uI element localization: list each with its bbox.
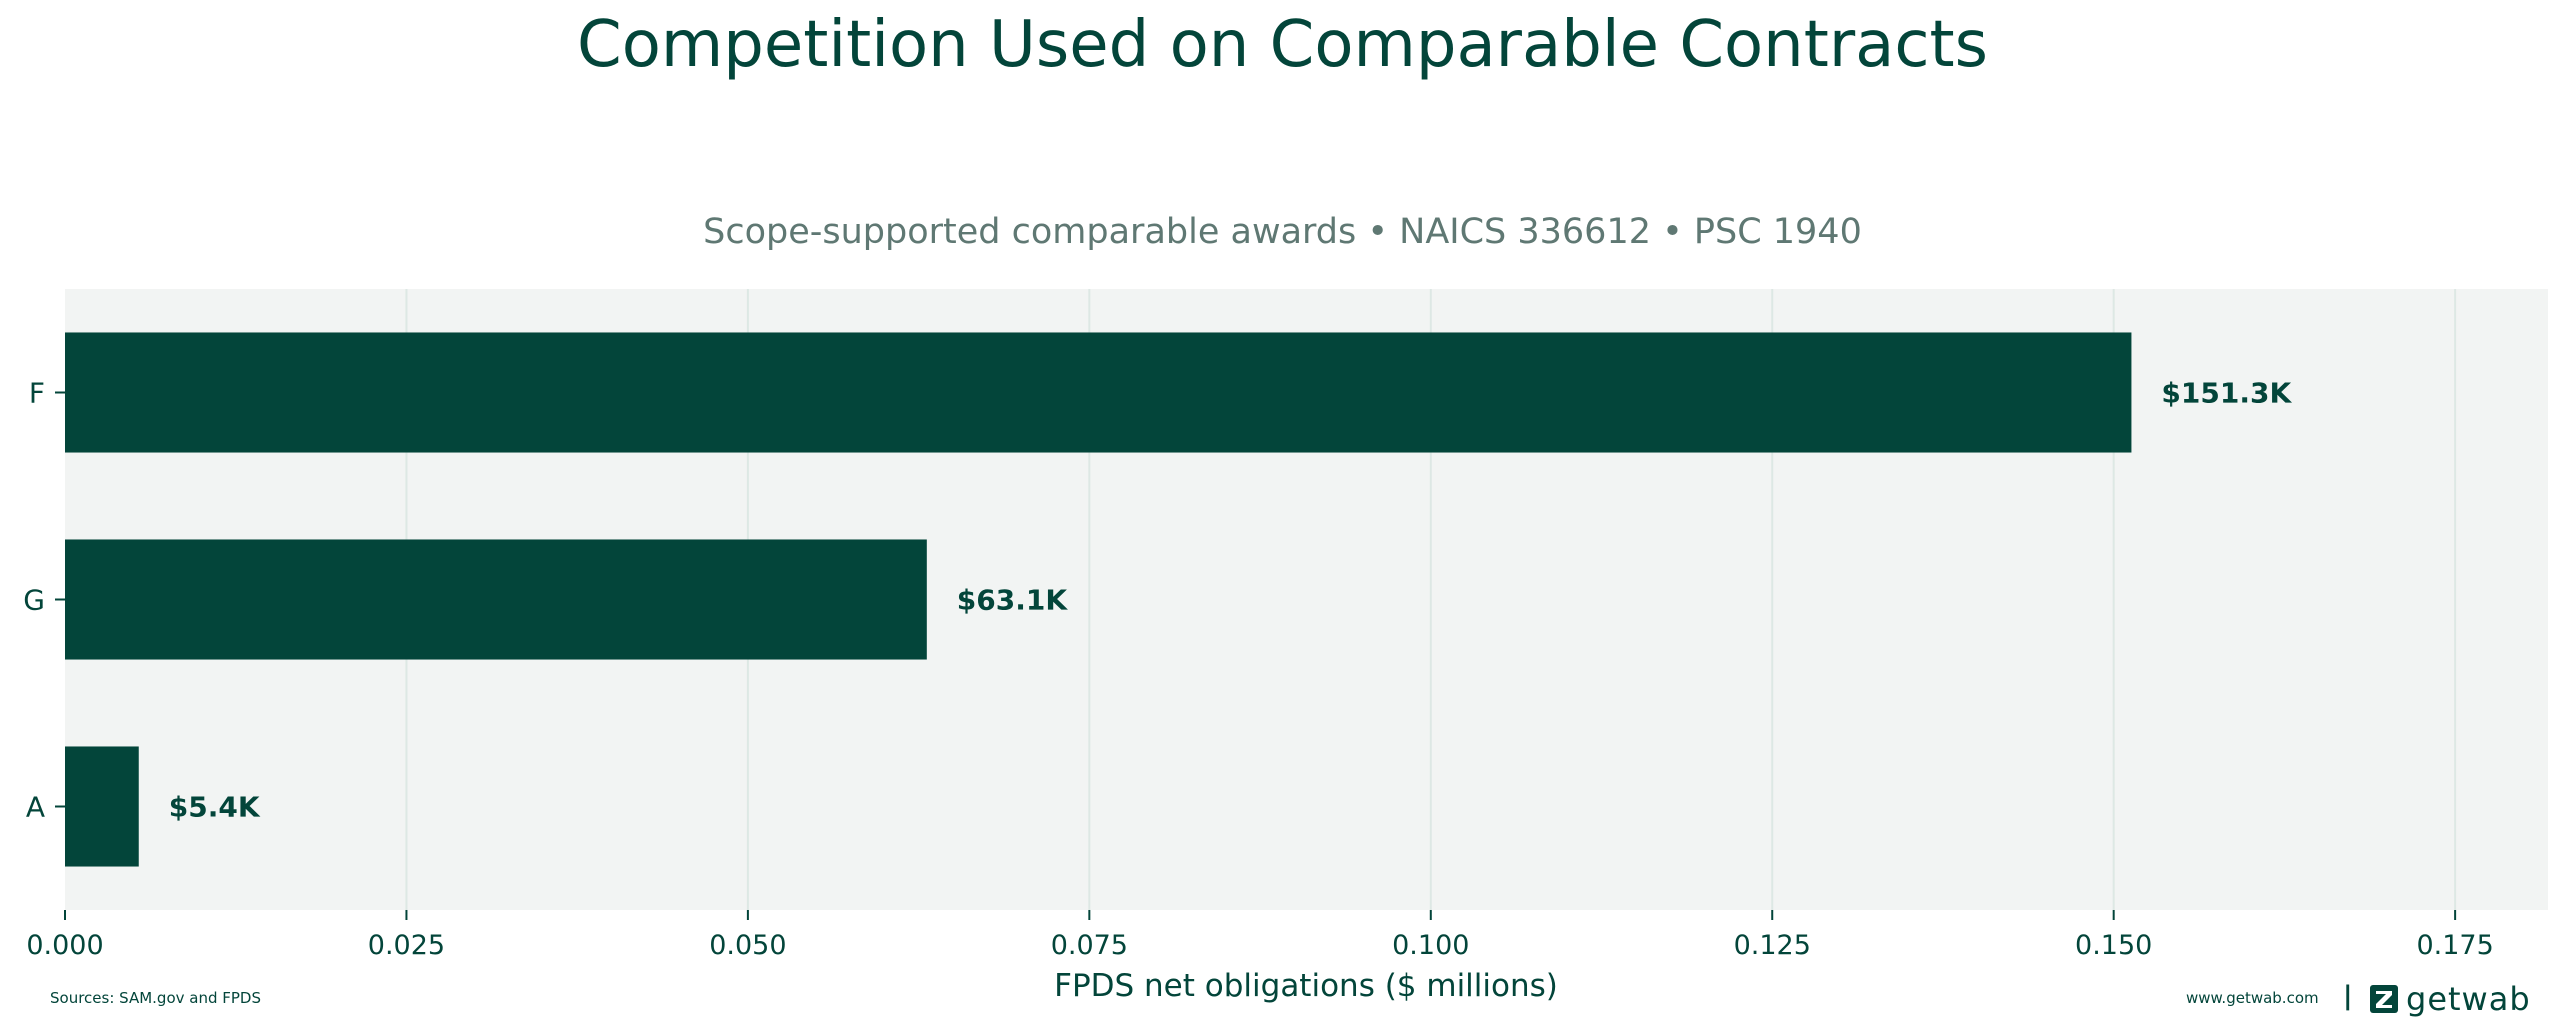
bar-value-label: $63.1K (957, 584, 1069, 617)
getwab-logo-icon (2370, 985, 2398, 1013)
chart-subtitle: Scope-supported comparable awards • NAIC… (703, 212, 1862, 252)
bar-A (65, 746, 139, 867)
footer-divider: | (2343, 981, 2353, 1011)
chart-title: Competition Used on Comparable Contracts (577, 8, 1988, 82)
logo-wordmark: getwab (2406, 980, 2531, 1018)
website-link[interactable]: www.getwab.com (2186, 989, 2319, 1007)
y-tick-label: A (26, 791, 45, 824)
x-tick-label: 0.025 (368, 930, 445, 961)
axes: 0.000 0.025 0.050 0.075 0.100 0.125 0.150 0.175… (23, 377, 2493, 962)
x-axis-label: FPDS net obligations ($ millions) (1054, 968, 1558, 1004)
bar-value-label: $151.3K (2161, 377, 2292, 410)
y-tick-label: G (23, 584, 45, 617)
x-tick-label: 0.100 (1392, 930, 1469, 961)
x-tick-label: 0.150 (2075, 930, 2152, 961)
source-note: Sources: SAM.gov and FPDS (50, 989, 262, 1007)
bars: $151.3K $63.1K $5.4K (65, 332, 2292, 867)
y-tick-label: F (29, 377, 45, 410)
x-tick-label: 0.050 (709, 930, 786, 961)
x-tick-label: 0.175 (2416, 930, 2493, 961)
x-tick-label: 0.125 (1734, 930, 1811, 961)
bar-value-label: $5.4K (169, 791, 261, 824)
x-tick-label: 0.075 (1051, 930, 1128, 961)
bar-F (65, 332, 2132, 453)
bar-G (65, 539, 927, 660)
getwab-logo: getwab (2370, 980, 2531, 1018)
x-tick-label: 0.000 (26, 930, 103, 961)
